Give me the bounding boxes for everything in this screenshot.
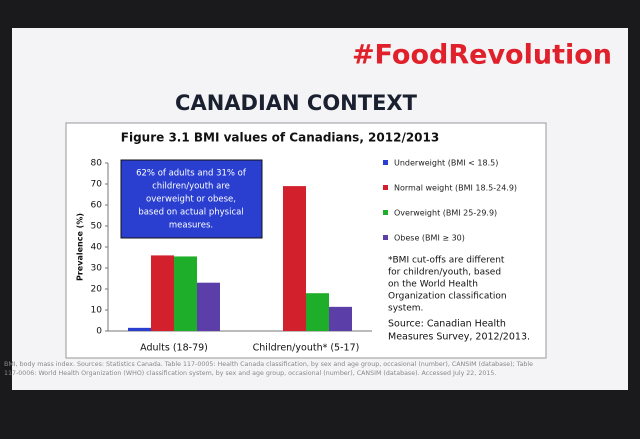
- source: Source: Canadian Health Measures Survey, …: [388, 319, 530, 343]
- note: *BMI cut-offs are different for children/…: [388, 256, 507, 314]
- bar: [306, 293, 329, 331]
- y-tick-label: 40: [91, 243, 103, 253]
- footer-line: 117-0006: World Health Organization (WHO…: [4, 370, 496, 377]
- annotation-line: 62% of adults and 31% of: [136, 169, 247, 179]
- y-tick-label: 10: [91, 306, 103, 316]
- annotation-line: overweight or obese,: [146, 195, 236, 205]
- y-tick-label: 80: [91, 159, 103, 169]
- legend-swatch: [383, 185, 388, 190]
- bar: [128, 327, 151, 331]
- note-line: system.: [388, 304, 423, 314]
- slide-title: CANADIAN CONTEXT: [175, 91, 418, 115]
- annotation-line: measures.: [169, 221, 213, 231]
- x-tick-label: Children/youth* (5-17): [253, 343, 360, 354]
- legend: Underweight (BMI < 18.5) Normal weight (B…: [383, 159, 517, 243]
- footer: BMI, body mass index. Sources: Statistic…: [4, 361, 533, 377]
- y-tick-label: 60: [91, 201, 103, 211]
- bar: [329, 306, 352, 331]
- note-line: Organization classification: [388, 292, 507, 302]
- x-tick-label: Adults (18-79): [140, 343, 208, 354]
- hashtag: #FoodRevolution: [352, 40, 612, 71]
- y-tick-label: 30: [91, 264, 103, 274]
- bar: [283, 186, 306, 331]
- bar: [174, 256, 197, 331]
- source-line: Measures Survey, 2012/2013.: [388, 332, 530, 343]
- annotation-line: children/youth are: [152, 182, 230, 192]
- note-line: on the World Health: [388, 280, 478, 290]
- y-tick-label: 70: [91, 180, 103, 190]
- legend-swatch: [383, 160, 388, 165]
- bar: [151, 255, 174, 331]
- note-line: *BMI cut-offs are different: [388, 256, 505, 266]
- y-tick-label: 0: [96, 327, 102, 337]
- legend-label: Normal weight (BMI 18.5-24.9): [394, 184, 517, 193]
- legend-label: Overweight (BMI 25-29.9): [394, 209, 497, 218]
- legend-label: Underweight (BMI < 18.5): [394, 159, 498, 168]
- y-tick-label: 50: [91, 222, 103, 232]
- chart-title: Figure 3.1 BMI values of Canadians, 2012…: [121, 131, 439, 145]
- note-line: for children/youth, based: [388, 268, 501, 278]
- footer-line: BMI, body mass index. Sources: Statistic…: [4, 361, 533, 368]
- annotation-line: based on actual physical: [138, 208, 243, 218]
- annotation: 62% of adults and 31% of children/youth a…: [136, 169, 247, 231]
- legend-label: Obese (BMI ≥ 30): [394, 234, 465, 243]
- annotation-box: [120, 159, 263, 239]
- legend-swatch: [383, 235, 388, 240]
- bar: [197, 282, 220, 331]
- y-axis-label: Prevalence (%): [76, 213, 85, 281]
- source-line: Source: Canadian Health: [388, 319, 506, 330]
- y-tick-label: 20: [91, 285, 103, 295]
- legend-swatch: [383, 210, 388, 215]
